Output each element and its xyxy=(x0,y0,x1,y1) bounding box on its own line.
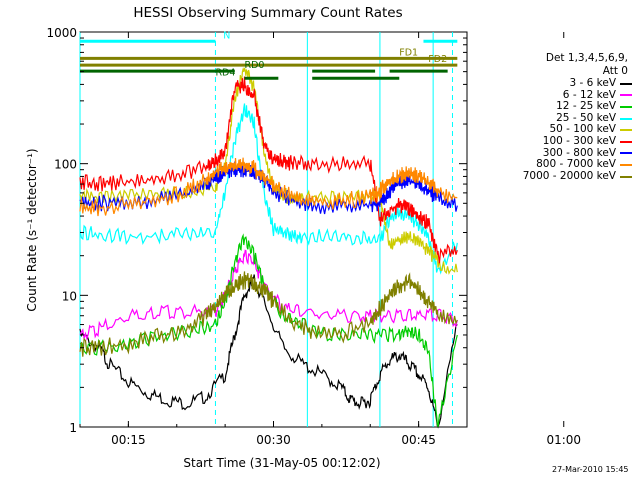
legend-entry-label: 12 - 25 keV xyxy=(556,100,616,113)
series-line-7 xyxy=(79,157,458,217)
x-tick-label-0: 00:15 xyxy=(111,433,146,447)
footer-timestamp: 27-Mar-2010 15:45 xyxy=(552,465,629,474)
legend-swatch xyxy=(620,117,632,120)
x-tick-label-1: 00:30 xyxy=(256,433,291,447)
legend-entry: 3 - 6 keV xyxy=(482,77,638,90)
flag-label-2: FD1 xyxy=(399,47,418,58)
legend-entry: 800 - 7000 keV xyxy=(482,159,638,171)
legend-entry-label: 50 - 100 keV xyxy=(549,123,616,136)
legend-swatch xyxy=(620,94,632,97)
legend-swatch xyxy=(620,163,632,166)
legend-entry: 7000 - 20000 keV xyxy=(482,169,638,183)
legend-entry-label: 3 - 6 keV xyxy=(569,77,616,89)
legend-entry-label: 25 - 50 keV xyxy=(556,111,616,124)
series-line-2 xyxy=(79,233,458,428)
y-tick-label-0: 1 xyxy=(69,421,77,435)
flag-label-7: RD4 xyxy=(215,67,235,78)
series-line-8 xyxy=(79,271,458,357)
series-line-3 xyxy=(79,103,458,275)
flag-label-3: FD2 xyxy=(428,54,447,65)
legend-swatch xyxy=(620,105,632,108)
chart-title: HESSI Observing Summary Count Rates xyxy=(133,5,402,21)
legend-entry: 12 - 25 keV xyxy=(482,101,638,113)
x-tick-label-3: 01:00 xyxy=(546,433,581,447)
flag-label-4: RD0 xyxy=(244,60,264,71)
flag-label-0: N xyxy=(223,30,230,41)
series-line-4 xyxy=(79,67,458,275)
plot-area: NFD1FD2RD0RD400:1500:3000:4501:0001:1501… xyxy=(46,26,581,447)
legend-entry: 50 - 100 keV xyxy=(482,124,638,136)
legend-entry-label: 6 - 12 keV xyxy=(562,88,616,101)
y-tick-label-3: 1000 xyxy=(46,26,77,40)
legend-entry-label: 300 - 800 keV xyxy=(542,146,616,159)
y-tick-label-2: 100 xyxy=(54,158,77,172)
legend-swatch xyxy=(620,140,632,143)
legend-entry-label: 800 - 7000 keV xyxy=(536,158,616,171)
x-tick-label-2: 00:45 xyxy=(401,433,436,447)
y-axis-label: Count Rate (s⁻¹ detector⁻¹) xyxy=(25,148,39,311)
legend-entry: 100 - 300 keV xyxy=(482,134,638,148)
legend-entries: 3 - 6 keV 6 - 12 keV 12 - 25 keV 25 - 50 ke… xyxy=(482,77,638,183)
series-line-5 xyxy=(79,76,458,264)
legend-swatch xyxy=(620,129,632,132)
legend-swatch xyxy=(620,152,632,155)
legend-swatch xyxy=(620,175,632,178)
x-axis-label: Start Time (31-May-05 00:12:02) xyxy=(183,456,380,470)
y-tick-label-1: 10 xyxy=(62,289,77,303)
legend-header-attenuator: Att 0 xyxy=(602,65,628,77)
legend-entry: 300 - 800 keV xyxy=(482,146,638,160)
legend-swatch xyxy=(620,82,632,85)
legend: Det 1,3,4,5,6,9, Att 0 3 - 6 keV 6 - 12 k… xyxy=(482,52,638,182)
legend-header-detectors: Det 1,3,4,5,6,9, xyxy=(545,52,628,64)
legend-entry: 25 - 50 keV xyxy=(482,111,638,125)
series-line-0 xyxy=(79,274,458,429)
legend-entry: 6 - 12 keV xyxy=(482,88,638,102)
legend-entry-label: 7000 - 20000 keV xyxy=(522,169,616,182)
legend-entry-label: 100 - 300 keV xyxy=(542,134,616,147)
